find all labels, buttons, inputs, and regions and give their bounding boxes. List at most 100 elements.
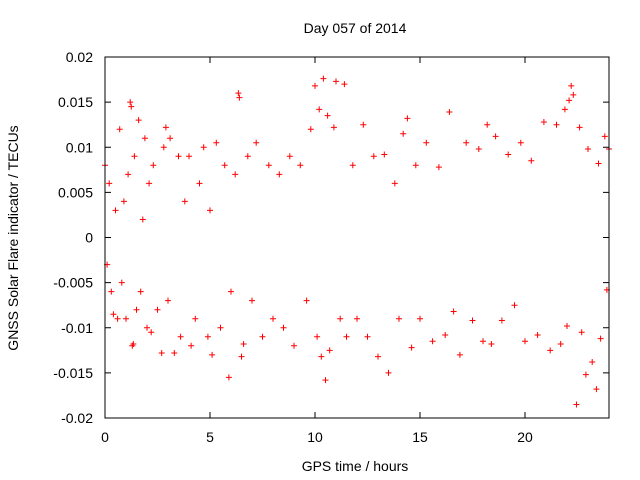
data-point: [404, 115, 411, 122]
data-point: [141, 135, 148, 142]
data-point: [412, 162, 419, 169]
data-point: [200, 144, 207, 151]
data-point: [576, 124, 583, 131]
data-point: [106, 180, 113, 187]
data-point: [564, 322, 570, 329]
data-point: [213, 139, 220, 146]
data-point: [286, 153, 293, 160]
data-point: [249, 297, 255, 304]
data-point: [265, 162, 272, 169]
data-point: [589, 359, 596, 366]
data-point: [228, 288, 234, 295]
data-point: [469, 317, 476, 324]
data-point: [118, 279, 125, 286]
data-point: [244, 153, 251, 160]
data-point: [240, 340, 247, 347]
y-tick-label: 0.005: [58, 184, 93, 200]
data-point: [553, 121, 560, 128]
data-point: [253, 139, 260, 146]
data-point: [480, 338, 486, 345]
y-tick-label: 0.01: [66, 139, 93, 155]
data-point: [120, 198, 127, 205]
data-point: [137, 288, 144, 295]
y-tick-label: 0.02: [66, 49, 93, 65]
data-point: [582, 371, 589, 378]
y-tick-label: -0.01: [61, 320, 93, 336]
data-point: [165, 297, 171, 304]
data-point: [540, 118, 547, 125]
y-tick-label: -0.005: [53, 275, 93, 291]
x-axis-label: GPS time / hours: [302, 458, 409, 474]
data-point: [360, 121, 367, 128]
data-point: [601, 133, 608, 140]
data-point: [505, 151, 512, 158]
data-point: [158, 350, 165, 357]
data-point: [160, 144, 167, 151]
data-point: [175, 153, 182, 160]
data-point: [186, 153, 192, 160]
data-point: [484, 121, 491, 128]
data-point: [259, 333, 266, 340]
data-point: [593, 386, 600, 393]
y-tick-label: 0: [85, 230, 93, 246]
data-point: [150, 162, 157, 169]
data-point: [320, 75, 327, 82]
data-point: [429, 338, 436, 345]
x-tick-label: 0: [101, 429, 109, 445]
data-point: [110, 311, 117, 318]
data-point: [171, 350, 178, 357]
data-point: [133, 306, 140, 313]
data-point: [534, 331, 541, 338]
data-point: [375, 353, 381, 360]
data-point: [349, 162, 356, 169]
x-tick-label: 5: [206, 429, 214, 445]
data-point: [316, 106, 323, 113]
x-tick-label: 10: [307, 429, 323, 445]
data-point: [125, 171, 132, 178]
data-point: [595, 160, 602, 167]
data-point: [196, 180, 203, 187]
data-point: [511, 302, 518, 309]
data-point: [456, 351, 463, 358]
x-tick-label: 20: [517, 429, 533, 445]
data-point: [522, 338, 528, 345]
y-tick-label: -0.015: [53, 365, 93, 381]
data-point: [232, 171, 239, 178]
y-axis-label: GNSS Solar Flare indicator / TECUs: [5, 125, 21, 350]
data-point: [307, 126, 314, 133]
data-point: [326, 347, 333, 354]
data-point: [343, 333, 350, 340]
data-point: [463, 139, 470, 146]
data-point: [297, 162, 304, 169]
data-point: [354, 315, 360, 322]
data-point: [385, 369, 392, 376]
data-point: [408, 344, 415, 351]
data-point: [423, 139, 430, 146]
data-point: [181, 198, 188, 205]
data-point: [162, 124, 169, 131]
data-point: [568, 82, 575, 89]
data-point: [154, 306, 161, 313]
data-point: [144, 324, 150, 331]
data-point: [318, 353, 325, 360]
data-point: [270, 315, 276, 322]
data-point: [108, 288, 115, 295]
data-point: [192, 315, 199, 322]
data-point: [130, 340, 137, 347]
data-point: [528, 157, 535, 164]
data-point: [116, 126, 123, 133]
data-point: [370, 153, 377, 160]
data-point: [488, 340, 495, 347]
data-point: [114, 315, 121, 322]
data-point: [435, 164, 442, 171]
data-point: [492, 133, 499, 140]
data-point: [303, 297, 310, 304]
data-point: [442, 331, 449, 338]
data-point: [446, 109, 453, 116]
data-point: [221, 162, 228, 169]
data-point: [396, 315, 402, 322]
data-point: [127, 99, 134, 106]
data-point: [364, 333, 371, 340]
